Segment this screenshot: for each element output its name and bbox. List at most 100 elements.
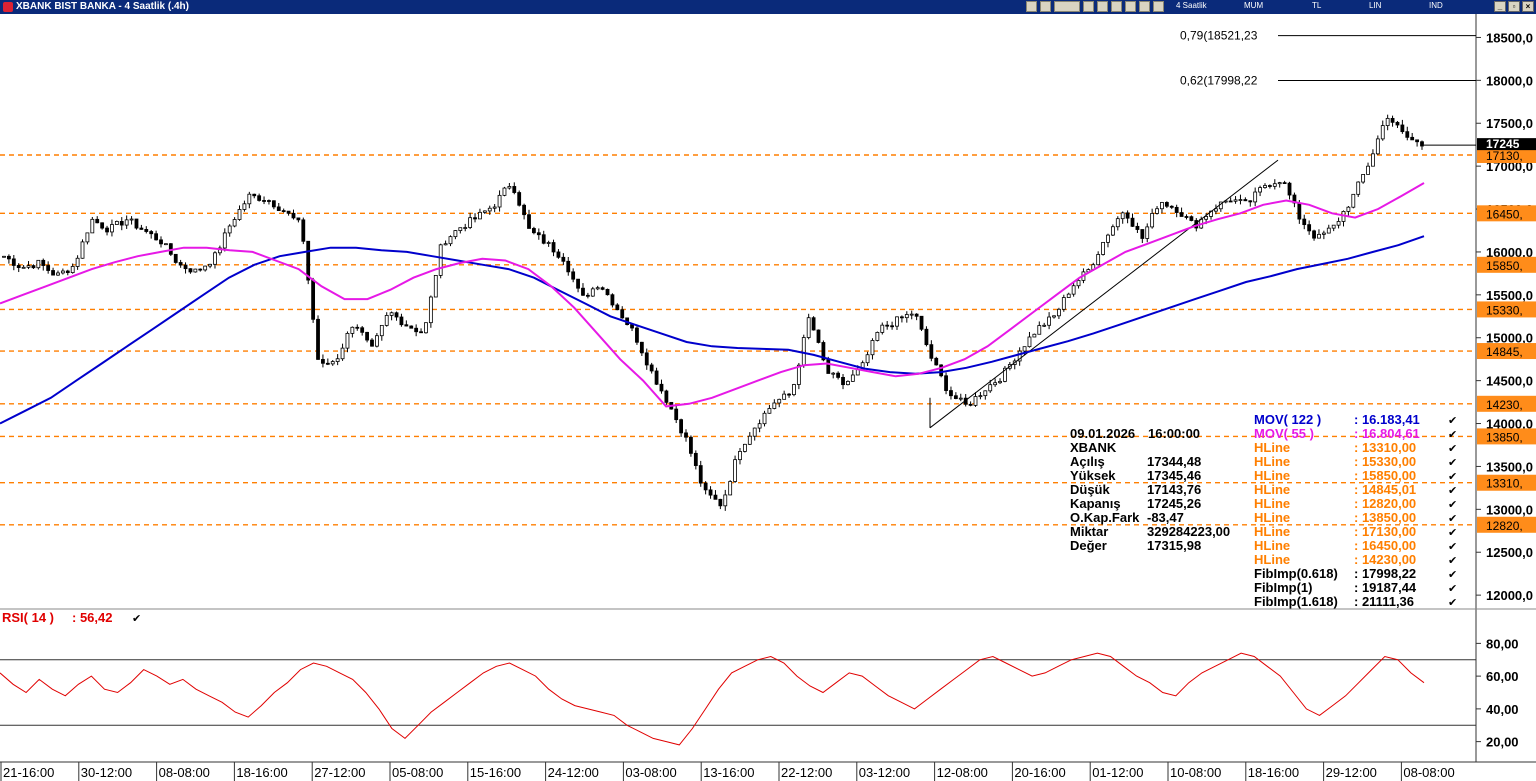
- candle-body: [1037, 325, 1042, 335]
- ma-55-line: [0, 182, 1425, 408]
- info-row-label: Miktar: [1070, 524, 1108, 539]
- minimize-button[interactable]: _: [1494, 1, 1506, 12]
- toolbar-button-5[interactable]: [1111, 1, 1122, 12]
- toggle-tl[interactable]: TL: [1312, 1, 1322, 10]
- legend-label: FibImp(0.618): [1254, 566, 1338, 581]
- candle-body: [11, 258, 16, 266]
- toolbar-button-6[interactable]: [1125, 1, 1136, 12]
- candle-body: [1385, 117, 1390, 126]
- candle-body: [1071, 285, 1076, 295]
- candle-body: [610, 294, 615, 306]
- candle-body: [394, 312, 399, 318]
- restore-button[interactable]: ▫: [1508, 1, 1520, 12]
- legend-check-icon: ✔: [1448, 513, 1457, 525]
- period-label[interactable]: 4 Saatlik: [1176, 1, 1207, 10]
- candle-body: [188, 268, 193, 273]
- legend-check-icon: ✔: [1448, 569, 1457, 581]
- candle-body: [875, 331, 880, 341]
- candle-body: [237, 209, 242, 220]
- candle-body: [193, 268, 198, 273]
- toolbar-button-2[interactable]: [1040, 1, 1051, 12]
- info-row-value: -83,47: [1147, 510, 1184, 525]
- candle-body: [306, 240, 311, 281]
- candle-body: [1395, 121, 1400, 126]
- candle-body: [674, 408, 679, 421]
- candle-body: [227, 225, 232, 234]
- legend-value: : 19187,44: [1354, 580, 1417, 595]
- candle-body: [747, 435, 752, 445]
- toolbar-dropdown[interactable]: [1054, 1, 1080, 12]
- toolbar-button-8[interactable]: [1153, 1, 1164, 12]
- candle-body: [286, 210, 291, 214]
- candle-body: [752, 427, 757, 437]
- current-price-tag: [1477, 138, 1536, 151]
- candle-body: [944, 375, 948, 391]
- candle-body: [21, 266, 26, 269]
- time-tick-label: 10-08:00: [1170, 765, 1221, 780]
- candle-body: [90, 218, 95, 234]
- candle-body: [316, 318, 320, 360]
- hline-value-tag: [1477, 146, 1536, 163]
- candle-body: [330, 361, 335, 365]
- candle-body: [1420, 141, 1424, 147]
- hline-value-tag: [1477, 474, 1536, 491]
- close-button[interactable]: ×: [1522, 1, 1534, 12]
- toolbar-button-3[interactable]: [1083, 1, 1094, 12]
- candle-body: [1204, 216, 1209, 220]
- candle-body: [993, 382, 998, 386]
- candle-body: [949, 390, 953, 397]
- legend-check-icon: ✔: [1448, 555, 1457, 567]
- info-row-label: O.Kap.Fark: [1070, 510, 1140, 525]
- toolbar-button-4[interactable]: [1097, 1, 1108, 12]
- candle-body: [198, 268, 203, 271]
- candle-body: [713, 494, 718, 500]
- candle-body: [1346, 206, 1351, 212]
- candle-body: [1106, 234, 1110, 243]
- legend-value: : 16.183,41: [1354, 412, 1420, 427]
- candle-body: [1380, 125, 1385, 140]
- window-title: XBANK BIST BANKA - 4 Saatlik (.4h): [16, 1, 189, 12]
- legend-label: HLine: [1254, 468, 1290, 483]
- candle-body: [649, 364, 654, 372]
- candle-body: [51, 270, 55, 276]
- candle-body: [36, 259, 41, 269]
- hline-value-tag: [1477, 428, 1536, 445]
- candle-body: [350, 326, 355, 334]
- candle-body: [1361, 174, 1366, 183]
- candle-body: [1371, 153, 1375, 167]
- candle-body: [159, 239, 163, 245]
- candle-body: [1243, 199, 1248, 202]
- candle-body: [1356, 181, 1361, 195]
- price-tick-label: 18000,0: [1486, 73, 1533, 88]
- candle-body: [924, 328, 929, 346]
- candle-body: [566, 260, 571, 273]
- candle-body: [424, 322, 428, 334]
- hline-value-tag: [1477, 301, 1536, 318]
- toolbar-button-7[interactable]: [1139, 1, 1150, 12]
- time-tick-label: 20-16:00: [1014, 765, 1065, 780]
- candle-body: [895, 316, 899, 327]
- candle-body: [762, 412, 767, 425]
- candle-body: [56, 272, 60, 276]
- toggle-ind[interactable]: IND: [1429, 1, 1443, 10]
- legend-value: : 14845,01: [1354, 482, 1416, 497]
- time-tick-label: 01-12:00: [1092, 765, 1143, 780]
- candle-body: [821, 342, 826, 361]
- candle-body: [850, 374, 855, 382]
- candle-body: [1238, 199, 1243, 201]
- candle-body: [217, 247, 222, 254]
- toggle-mum[interactable]: MUM: [1244, 1, 1264, 10]
- candle-body: [728, 481, 733, 496]
- toolbar-button-1[interactable]: [1026, 1, 1037, 12]
- toggle-lin[interactable]: LIN: [1369, 1, 1382, 10]
- time-tick-label: 13-16:00: [703, 765, 754, 780]
- candle-body: [777, 398, 782, 404]
- legend-label: HLine: [1254, 510, 1290, 525]
- candle-body: [644, 352, 649, 366]
- candle-body: [1351, 193, 1356, 208]
- candle-body: [541, 234, 546, 244]
- candle-body: [620, 309, 625, 319]
- hline-value-tag: [1477, 516, 1536, 533]
- ma-122-line: [0, 235, 1425, 425]
